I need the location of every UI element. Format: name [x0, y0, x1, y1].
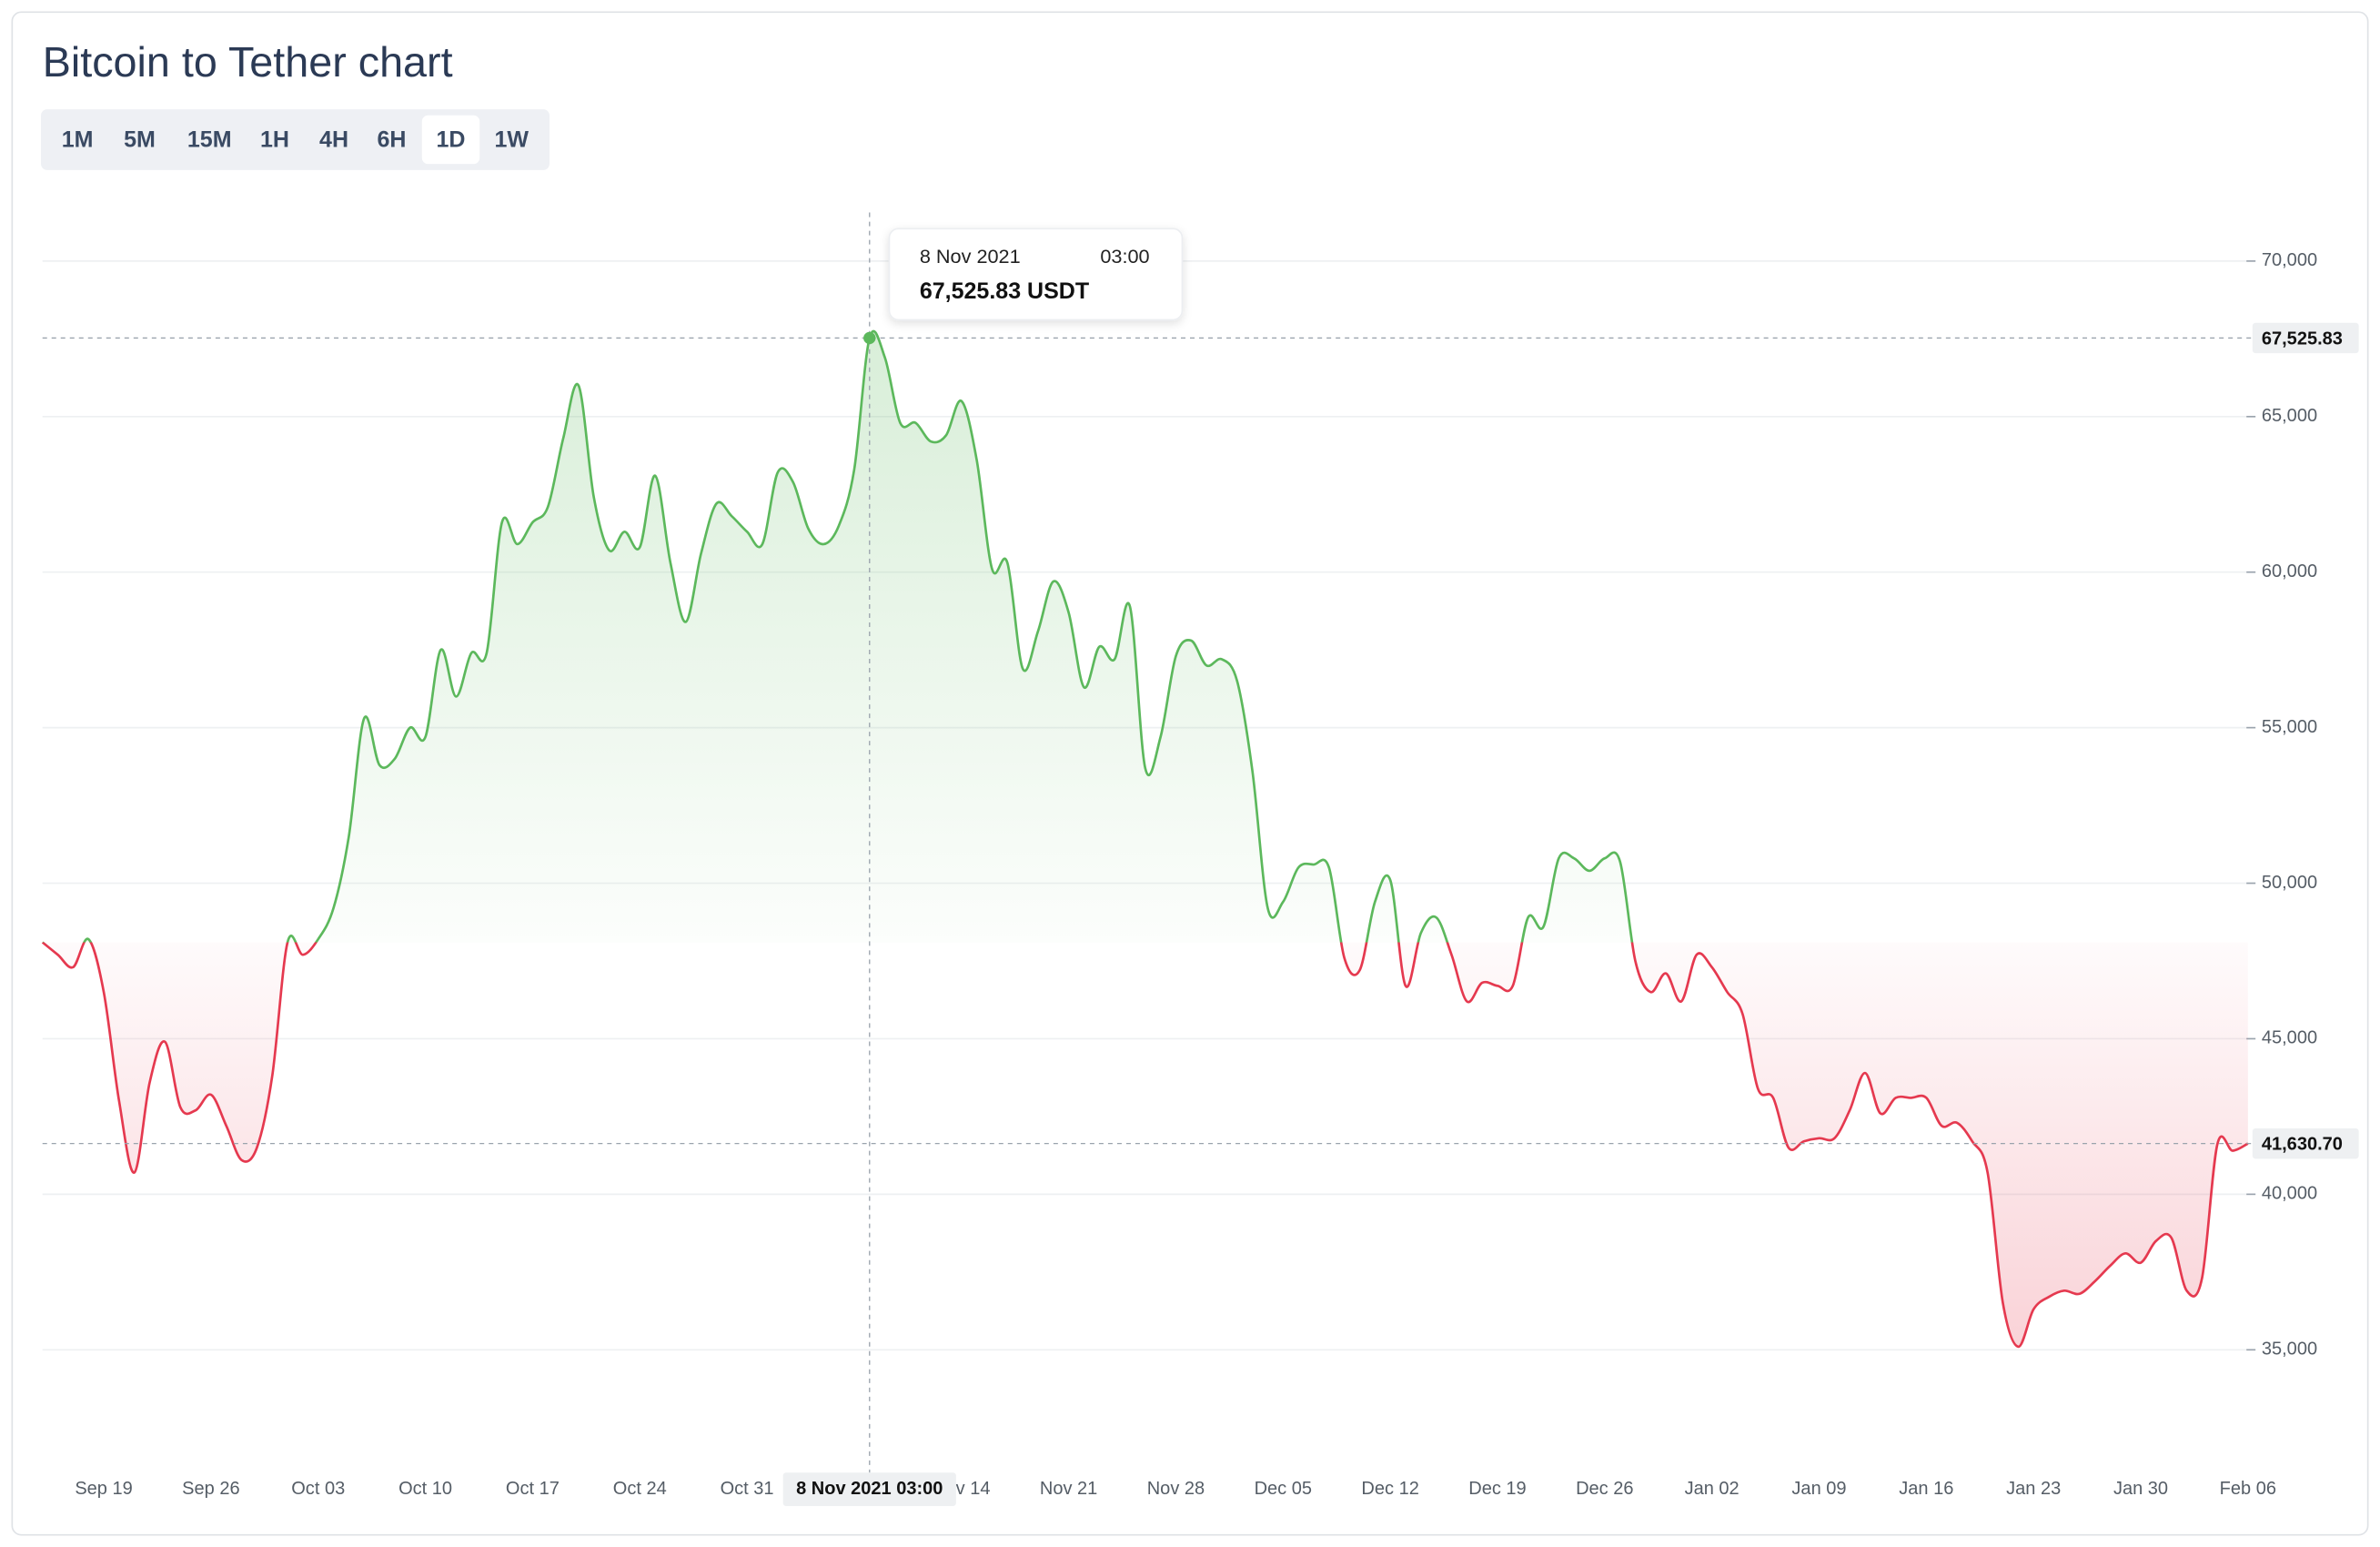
x-tick-label: Jan 23 [2006, 1479, 2061, 1499]
y-tick-label: 70,000 [2262, 250, 2317, 270]
y-tick-label: 35,000 [2262, 1340, 2317, 1360]
x-tick-label: Dec 05 [1255, 1479, 1312, 1499]
x-tick-label: Nov 28 [1147, 1479, 1205, 1499]
y-tick-label: 40,000 [2262, 1184, 2317, 1204]
x-tick-label: Sep 19 [75, 1479, 132, 1499]
x-tick-label: Jan 30 [2113, 1479, 2168, 1499]
chart-title: Bitcoin to Tether chart [43, 38, 453, 86]
crosshair-point [863, 331, 876, 345]
interval-button[interactable]: 4H [319, 127, 348, 153]
y-tick-label: 60,000 [2262, 561, 2317, 581]
price-line [41, 329, 2249, 1349]
interval-button[interactable]: 1H [260, 127, 289, 153]
x-tick-label: Oct 31 [721, 1479, 774, 1499]
active-interval-bg [421, 115, 480, 165]
interval-button[interactable]: 5M [124, 127, 156, 153]
x-tick-label: Oct 17 [506, 1479, 560, 1499]
crosshair-price-label: 67,525.83 [2262, 329, 2343, 349]
y-tick-label: 45,000 [2262, 1028, 2317, 1048]
x-tick-label: Jan 02 [1685, 1479, 1740, 1499]
x-tick-label: Sep 26 [182, 1479, 239, 1499]
crosshair-price-pill [2252, 322, 2359, 354]
x-tick-label: Nov 21 [1040, 1479, 1097, 1499]
crosshair-x-pill [782, 1472, 956, 1506]
interval-button[interactable]: 6H [377, 127, 406, 153]
x-tick-label: Dec 12 [1361, 1479, 1418, 1499]
y-tick-label: 50,000 [2262, 873, 2317, 893]
y-tick-label: 65,000 [2262, 406, 2317, 426]
interval-button[interactable]: 1D [437, 127, 466, 153]
tooltip-value: 67,525.83 USDT [920, 278, 1090, 304]
last-price-pill [2252, 1127, 2359, 1159]
price-area [42, 330, 2248, 1347]
crosshair-x-label: 8 Nov 2021 03:00 [796, 1479, 943, 1499]
x-tick-label: Oct 03 [291, 1479, 345, 1499]
interval-button[interactable]: 1M [62, 127, 94, 153]
tooltip-date: 8 Nov 2021 [920, 245, 1021, 268]
x-tick-label: Oct 24 [613, 1479, 667, 1499]
x-tick-label: Jan 16 [1899, 1479, 1953, 1499]
y-tick-label: 55,000 [2262, 717, 2317, 737]
x-tick-label: Oct 10 [398, 1479, 452, 1499]
tooltip-time: 03:00 [1100, 245, 1149, 268]
last-price-label: 41,630.70 [2262, 1135, 2343, 1155]
interval-button[interactable]: 15M [187, 127, 232, 153]
interval-button[interactable]: 1W [494, 127, 529, 153]
tooltip [888, 228, 1184, 321]
x-tick-label: Feb 06 [2220, 1479, 2276, 1499]
x-tick-label: Dec 26 [1576, 1479, 1633, 1499]
x-tick-label: Dec 19 [1468, 1479, 1526, 1499]
x-tick-label: Jan 09 [1791, 1479, 1846, 1499]
